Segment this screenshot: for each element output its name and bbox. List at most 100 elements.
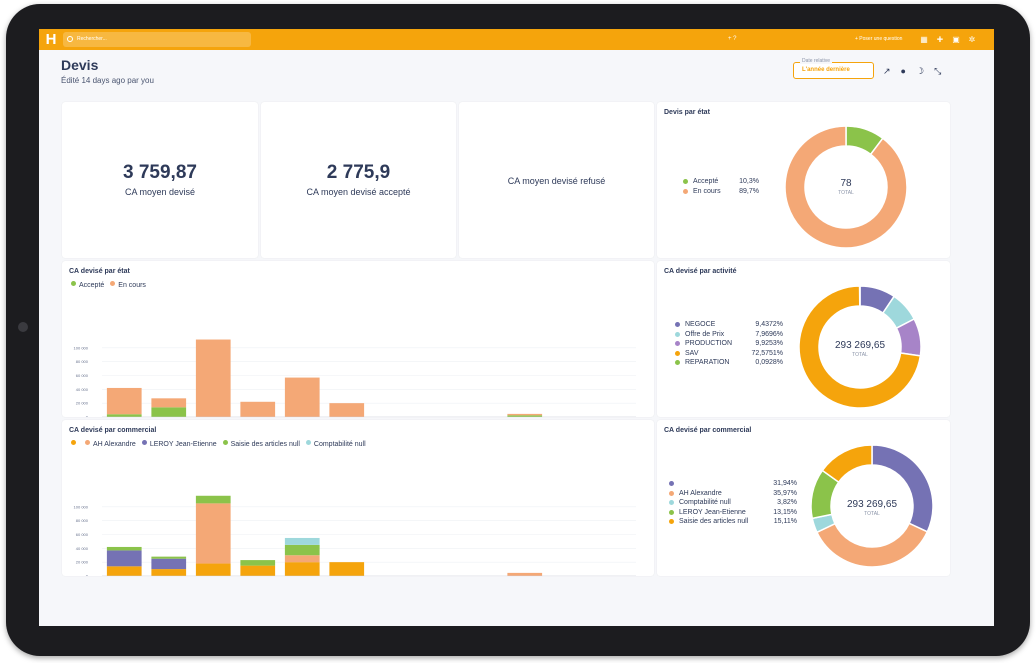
legend-dot — [71, 440, 76, 445]
donut-total-label: TOTAL — [838, 190, 854, 196]
legend-item: Comptabilité null 3,82% — [669, 498, 797, 508]
expand-icon[interactable]: ↗ — [883, 66, 891, 76]
message-icon[interactable]: ▣ — [952, 34, 960, 44]
donut-legend: 31,94% AH Alexandre 35,97% Comptabilité n… — [669, 479, 797, 527]
legend-label: SAV — [685, 349, 699, 357]
night-mode-icon[interactable]: ☽ — [915, 66, 925, 76]
clock-icon[interactable]: ● — [900, 66, 906, 76]
top-bar: H Rechercher... + ? + Poser une question… — [39, 29, 994, 50]
bar-segment[interactable] — [195, 503, 231, 564]
donut-total-label: TOTAL — [864, 511, 880, 517]
legend-item[interactable] — [71, 440, 79, 448]
chart-title: CA devisé par état — [69, 268, 130, 275]
bar-segment[interactable] — [507, 413, 543, 416]
donut-slice[interactable] — [821, 444, 873, 484]
legend-dot — [669, 519, 674, 525]
bar-segment[interactable] — [284, 537, 320, 545]
plus-icon[interactable]: + — [936, 33, 944, 46]
legend-dot — [675, 322, 680, 327]
page-subtitle: Édité 14 days ago par you — [61, 76, 154, 85]
bar-segment[interactable] — [284, 555, 320, 563]
date-filter-value: L'année dernière — [802, 67, 850, 73]
legend-label: Comptabilité null — [679, 499, 731, 507]
y-tick-label: 20 000 — [76, 560, 89, 565]
bar-segment[interactable] — [151, 398, 187, 408]
kpi-label: CA moyen devisé refusé — [507, 176, 606, 186]
bar-segment[interactable] — [284, 544, 320, 556]
bar-segment[interactable] — [329, 562, 365, 576]
app-logo[interactable]: H — [45, 31, 57, 48]
legend-item: Offre de Prix 7,9696% — [675, 330, 783, 340]
ask-question-button[interactable]: + Poser une question — [855, 36, 903, 42]
donut-slice[interactable] — [871, 444, 934, 533]
grid-icon[interactable]: ▦ — [920, 34, 928, 44]
bar-segment[interactable] — [195, 495, 231, 504]
bar-segment[interactable] — [507, 572, 543, 576]
legend-label: LEROY Jean-Etienne — [149, 441, 217, 448]
legend-label: PRODUCTION — [685, 340, 733, 348]
bar-segment[interactable] — [106, 414, 142, 417]
legend-item: En cours 89,7% — [683, 187, 759, 197]
bar-segment[interactable] — [106, 546, 142, 551]
y-tick-label: 60 000 — [76, 532, 89, 537]
search-icon — [67, 36, 73, 42]
date-filter[interactable]: Date relative L'année dernière — [793, 58, 874, 79]
legend-dot — [222, 440, 228, 445]
donut-slice[interactable] — [784, 125, 908, 249]
y-tick-label: 100 000 — [74, 504, 89, 509]
bar-segment[interactable] — [507, 415, 543, 417]
legend-item[interactable]: Accepté — [71, 281, 104, 289]
y-tick-label: 80 000 — [76, 518, 89, 523]
legend-dot — [85, 440, 90, 445]
legend-value: 3,82% — [777, 499, 797, 507]
legend-label: Saisie des articles null — [679, 518, 749, 526]
legend-label: Comptabilité null — [313, 441, 366, 448]
add-button[interactable]: + ? — [728, 36, 737, 42]
bar-segment[interactable] — [151, 558, 187, 570]
bar-segment[interactable] — [195, 563, 231, 576]
legend-item[interactable]: AH Alexandre — [85, 440, 136, 448]
legend-dot — [71, 281, 76, 286]
fullscreen-icon[interactable]: ⤡ — [934, 66, 942, 76]
legend-value: 72,5751% — [751, 349, 783, 357]
legend-item[interactable]: Comptabilité null — [305, 440, 366, 448]
settings-icon[interactable]: ✲ — [968, 34, 976, 44]
legend-item[interactable]: En cours — [110, 281, 146, 289]
legend-value: 9,9253% — [755, 340, 783, 348]
bar-segment[interactable] — [329, 403, 365, 417]
date-filter-label: Date relative — [800, 58, 833, 64]
bar-segment[interactable] — [240, 565, 276, 576]
legend-label: En cours — [693, 187, 721, 195]
legend-item[interactable]: Saisie des articles null — [222, 440, 300, 448]
bar-segment[interactable] — [151, 407, 187, 417]
legend-item[interactable]: LEROY Jean-Etienne — [141, 440, 217, 448]
legend-label: Accepté — [693, 178, 719, 185]
bar-segment[interactable] — [151, 556, 187, 559]
legend-item: PRODUCTION 9,9253% — [675, 339, 783, 349]
bar-segment[interactable] — [106, 566, 142, 576]
legend-value: 89,7% — [739, 187, 759, 195]
bar-segment[interactable] — [151, 569, 187, 576]
bar-segment[interactable] — [106, 387, 142, 415]
donut-chart: 293 269,65 TOTAL — [798, 285, 922, 409]
legend-label: Accepté — [79, 282, 105, 289]
bar-segment[interactable] — [106, 550, 142, 567]
bar-segment[interactable] — [284, 377, 320, 417]
legend-label: AH Alexandre — [679, 489, 722, 497]
y-tick-label: 0 — [86, 415, 89, 418]
legend-value: 7,9696% — [755, 330, 783, 338]
bar-segment[interactable] — [195, 339, 231, 417]
legend-value: 9,4372% — [755, 321, 783, 328]
bar-segment[interactable] — [284, 562, 320, 576]
donut-slice[interactable] — [815, 522, 929, 568]
search-input[interactable]: Rechercher... — [63, 32, 251, 47]
donut-total-value: 293 269,65 — [847, 499, 897, 510]
legend-dot — [675, 360, 680, 366]
legend-label: NEGOCE — [685, 321, 716, 328]
bar-segment[interactable] — [240, 560, 276, 566]
legend-dot — [675, 331, 680, 337]
donut-slice[interactable] — [798, 285, 922, 409]
bar-segment[interactable] — [240, 401, 276, 417]
y-tick-label: 60 000 — [76, 373, 89, 378]
